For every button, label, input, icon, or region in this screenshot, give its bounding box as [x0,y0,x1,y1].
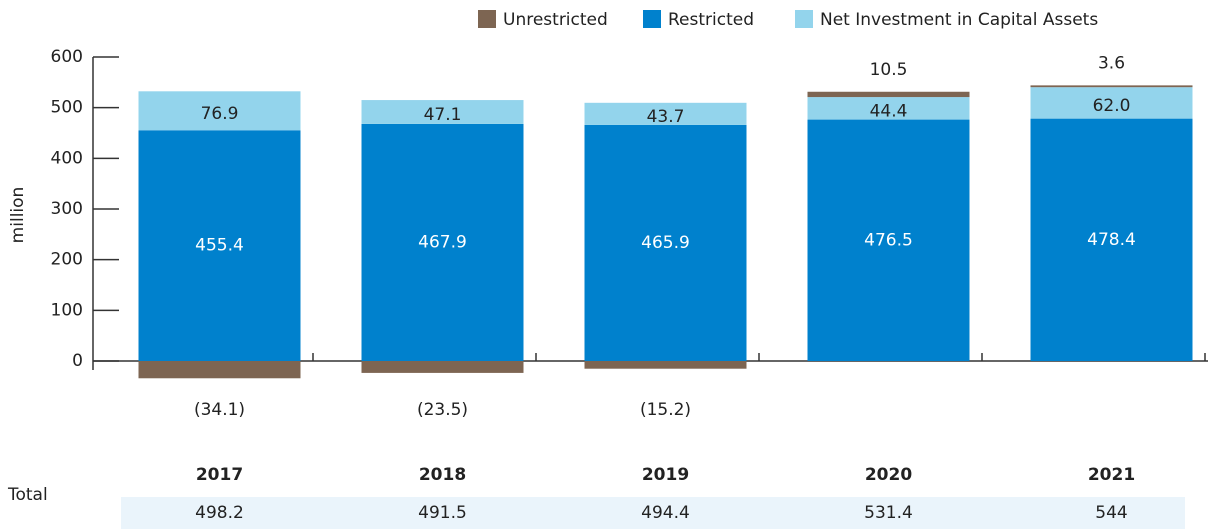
total-value: 491.5 [418,503,467,523]
y-tick-label: 100 [51,300,83,320]
bar-segment [1030,85,1193,88]
bar-segment [807,97,970,120]
data-label: 44.4 [870,101,908,121]
x-tick-label: 2020 [865,465,912,485]
data-label: 455.4 [195,236,244,256]
data-label: (15.2) [640,400,691,420]
data-label: 47.1 [424,105,462,125]
y-axis-label: million [8,187,28,244]
bar-segment [584,102,747,125]
y-tick-label: 0 [72,351,83,371]
bar-segment [807,91,970,98]
bar-segment [1030,87,1193,119]
bar-segment [1030,118,1193,362]
bar-segment [361,123,524,361]
bar-segment [138,361,301,379]
data-label: 467.9 [418,232,467,252]
bar-segment [361,100,524,124]
total-value: 544 [1095,503,1127,523]
data-label: 76.9 [201,104,239,124]
data-label: 43.7 [647,107,685,127]
bar-segment [138,130,301,361]
total-value: 494.4 [641,503,690,523]
totals-label: Total [7,485,48,505]
total-value: 531.4 [864,503,913,523]
x-tick-label: 2017 [196,465,243,485]
data-label: 476.5 [864,230,913,250]
legend-swatch [478,10,496,28]
bar-segment [584,361,747,369]
data-label: (23.5) [417,400,468,420]
bar-segment [584,124,747,361]
bar-segment [361,361,524,373]
totals-row [121,497,1185,529]
legend-swatch [795,10,813,28]
x-tick-label: 2021 [1088,465,1135,485]
total-value: 498.2 [195,503,244,523]
y-tick-label: 600 [51,47,83,67]
y-tick-label: 400 [51,148,83,168]
x-tick-label: 2018 [419,465,466,485]
legend-label: Restricted [668,10,754,30]
legend-swatch [643,10,661,28]
data-label: 62.0 [1093,96,1131,116]
data-label: 3.6 [1098,53,1125,73]
y-tick-label: 200 [51,250,83,270]
y-tick-label: 300 [51,199,83,219]
data-label: (34.1) [194,400,245,420]
bar-segment [138,91,301,131]
x-tick-label: 2019 [642,465,689,485]
data-label: 10.5 [870,60,908,80]
legend-label: Net Investment in Capital Assets [820,10,1098,30]
legend-label: Unrestricted [503,10,608,30]
y-tick-label: 500 [51,98,83,118]
data-label: 465.9 [641,233,690,253]
data-label: 478.4 [1087,230,1136,250]
bar-segment [807,119,970,361]
